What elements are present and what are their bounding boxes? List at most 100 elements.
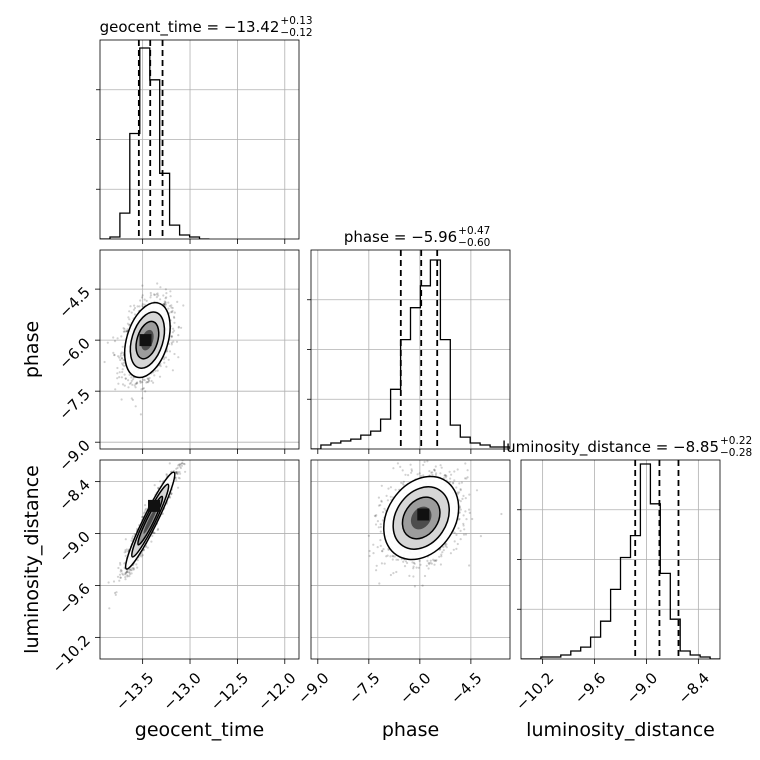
sample-point (170, 306, 173, 309)
sample-point (141, 554, 144, 557)
sample-point (162, 302, 165, 305)
sample-point (128, 310, 131, 313)
sample-point (132, 308, 136, 311)
sample-point (465, 477, 468, 480)
sample-point (126, 574, 129, 577)
y-tick-label: −7.5 (55, 385, 93, 423)
sample-point (418, 559, 421, 563)
sample-point (159, 286, 162, 289)
sample-point (128, 373, 131, 376)
sample-point (428, 470, 431, 473)
sample-point (151, 534, 154, 538)
sample-point (122, 361, 126, 364)
x-axis-label-geocent_time: geocent_time (135, 719, 264, 741)
sample-point (173, 316, 176, 319)
sample-point (123, 562, 126, 565)
sample-point (180, 464, 183, 467)
sample-point (383, 507, 386, 510)
sample-point (425, 564, 428, 567)
sample-point (459, 488, 462, 491)
panel-frame (520, 459, 721, 660)
sample-point (173, 352, 176, 356)
sample-point (129, 305, 132, 308)
sample-point (444, 474, 447, 477)
sample-point (114, 593, 117, 597)
y-tick-label: −8.4 (55, 476, 93, 514)
sample-point (449, 481, 452, 484)
x-tick-label: −6.0 (396, 669, 434, 707)
sample-point (121, 345, 124, 348)
sample-point (412, 567, 415, 570)
sample-point (427, 561, 430, 565)
density-peak (148, 499, 160, 512)
sample-point (177, 326, 180, 329)
sample-point (375, 514, 378, 517)
sample-point (121, 383, 125, 386)
sample-point (171, 306, 174, 310)
sample-point (410, 469, 413, 472)
sample-point (120, 398, 123, 401)
sample-point (119, 358, 122, 362)
sample-point (164, 301, 167, 304)
sample-point (427, 567, 430, 570)
sample-point (153, 293, 156, 296)
sample-point (464, 510, 467, 513)
sample-point (383, 562, 386, 565)
grid-lines (100, 460, 299, 659)
sample-point (146, 546, 149, 549)
sample-point (140, 555, 143, 558)
sample-point (184, 456, 186, 458)
sample-point (442, 549, 445, 552)
sample-point (379, 504, 382, 507)
sample-point (120, 376, 123, 379)
sample-point (120, 335, 123, 338)
sample-point (139, 381, 142, 384)
sample-point (169, 493, 172, 496)
sample-point (452, 481, 455, 484)
sample-point (182, 304, 185, 307)
sample-point (440, 553, 443, 556)
sample-point (140, 388, 143, 391)
sample-point (378, 582, 381, 585)
sample-point (406, 561, 409, 565)
sample-point (389, 573, 392, 577)
sample-point (381, 519, 384, 522)
sample-point (455, 533, 458, 537)
sample-point (439, 563, 442, 566)
sample-point (385, 555, 388, 558)
sample-point (156, 292, 159, 295)
sample-point (170, 335, 174, 338)
histogram-panel-phase (307, 249, 511, 454)
sample-point (171, 331, 174, 334)
sample-point (116, 575, 120, 578)
sample-point (123, 328, 126, 331)
sample-point (373, 514, 376, 517)
sample-point (453, 479, 456, 482)
sample-point (121, 572, 124, 575)
sample-point (179, 472, 182, 475)
y-axis-label-phase: phase (21, 321, 43, 378)
panel-title-luminosity_distance: luminosity_distance = −8.85 (502, 438, 719, 457)
sample-point (407, 474, 410, 477)
sample-point (141, 303, 144, 306)
sample-point (153, 484, 156, 487)
sample-point (158, 375, 162, 378)
sample-point (389, 495, 392, 498)
sample-point (184, 470, 187, 473)
sample-point (461, 497, 464, 500)
sample-point (145, 381, 148, 384)
sample-point (122, 330, 125, 333)
sample-point (130, 572, 133, 575)
x-tick-label: −9.0 (294, 669, 332, 707)
sample-point (125, 548, 128, 551)
sample-point (117, 382, 120, 385)
sample-point (408, 574, 411, 578)
sample-point (139, 413, 142, 416)
title-lower-error: −0.28 (720, 447, 752, 459)
sample-point (395, 558, 398, 561)
sample-point (175, 479, 178, 482)
sample-point (128, 573, 132, 576)
sample-point (170, 335, 173, 338)
sample-point (374, 523, 378, 526)
sample-point (433, 563, 436, 566)
